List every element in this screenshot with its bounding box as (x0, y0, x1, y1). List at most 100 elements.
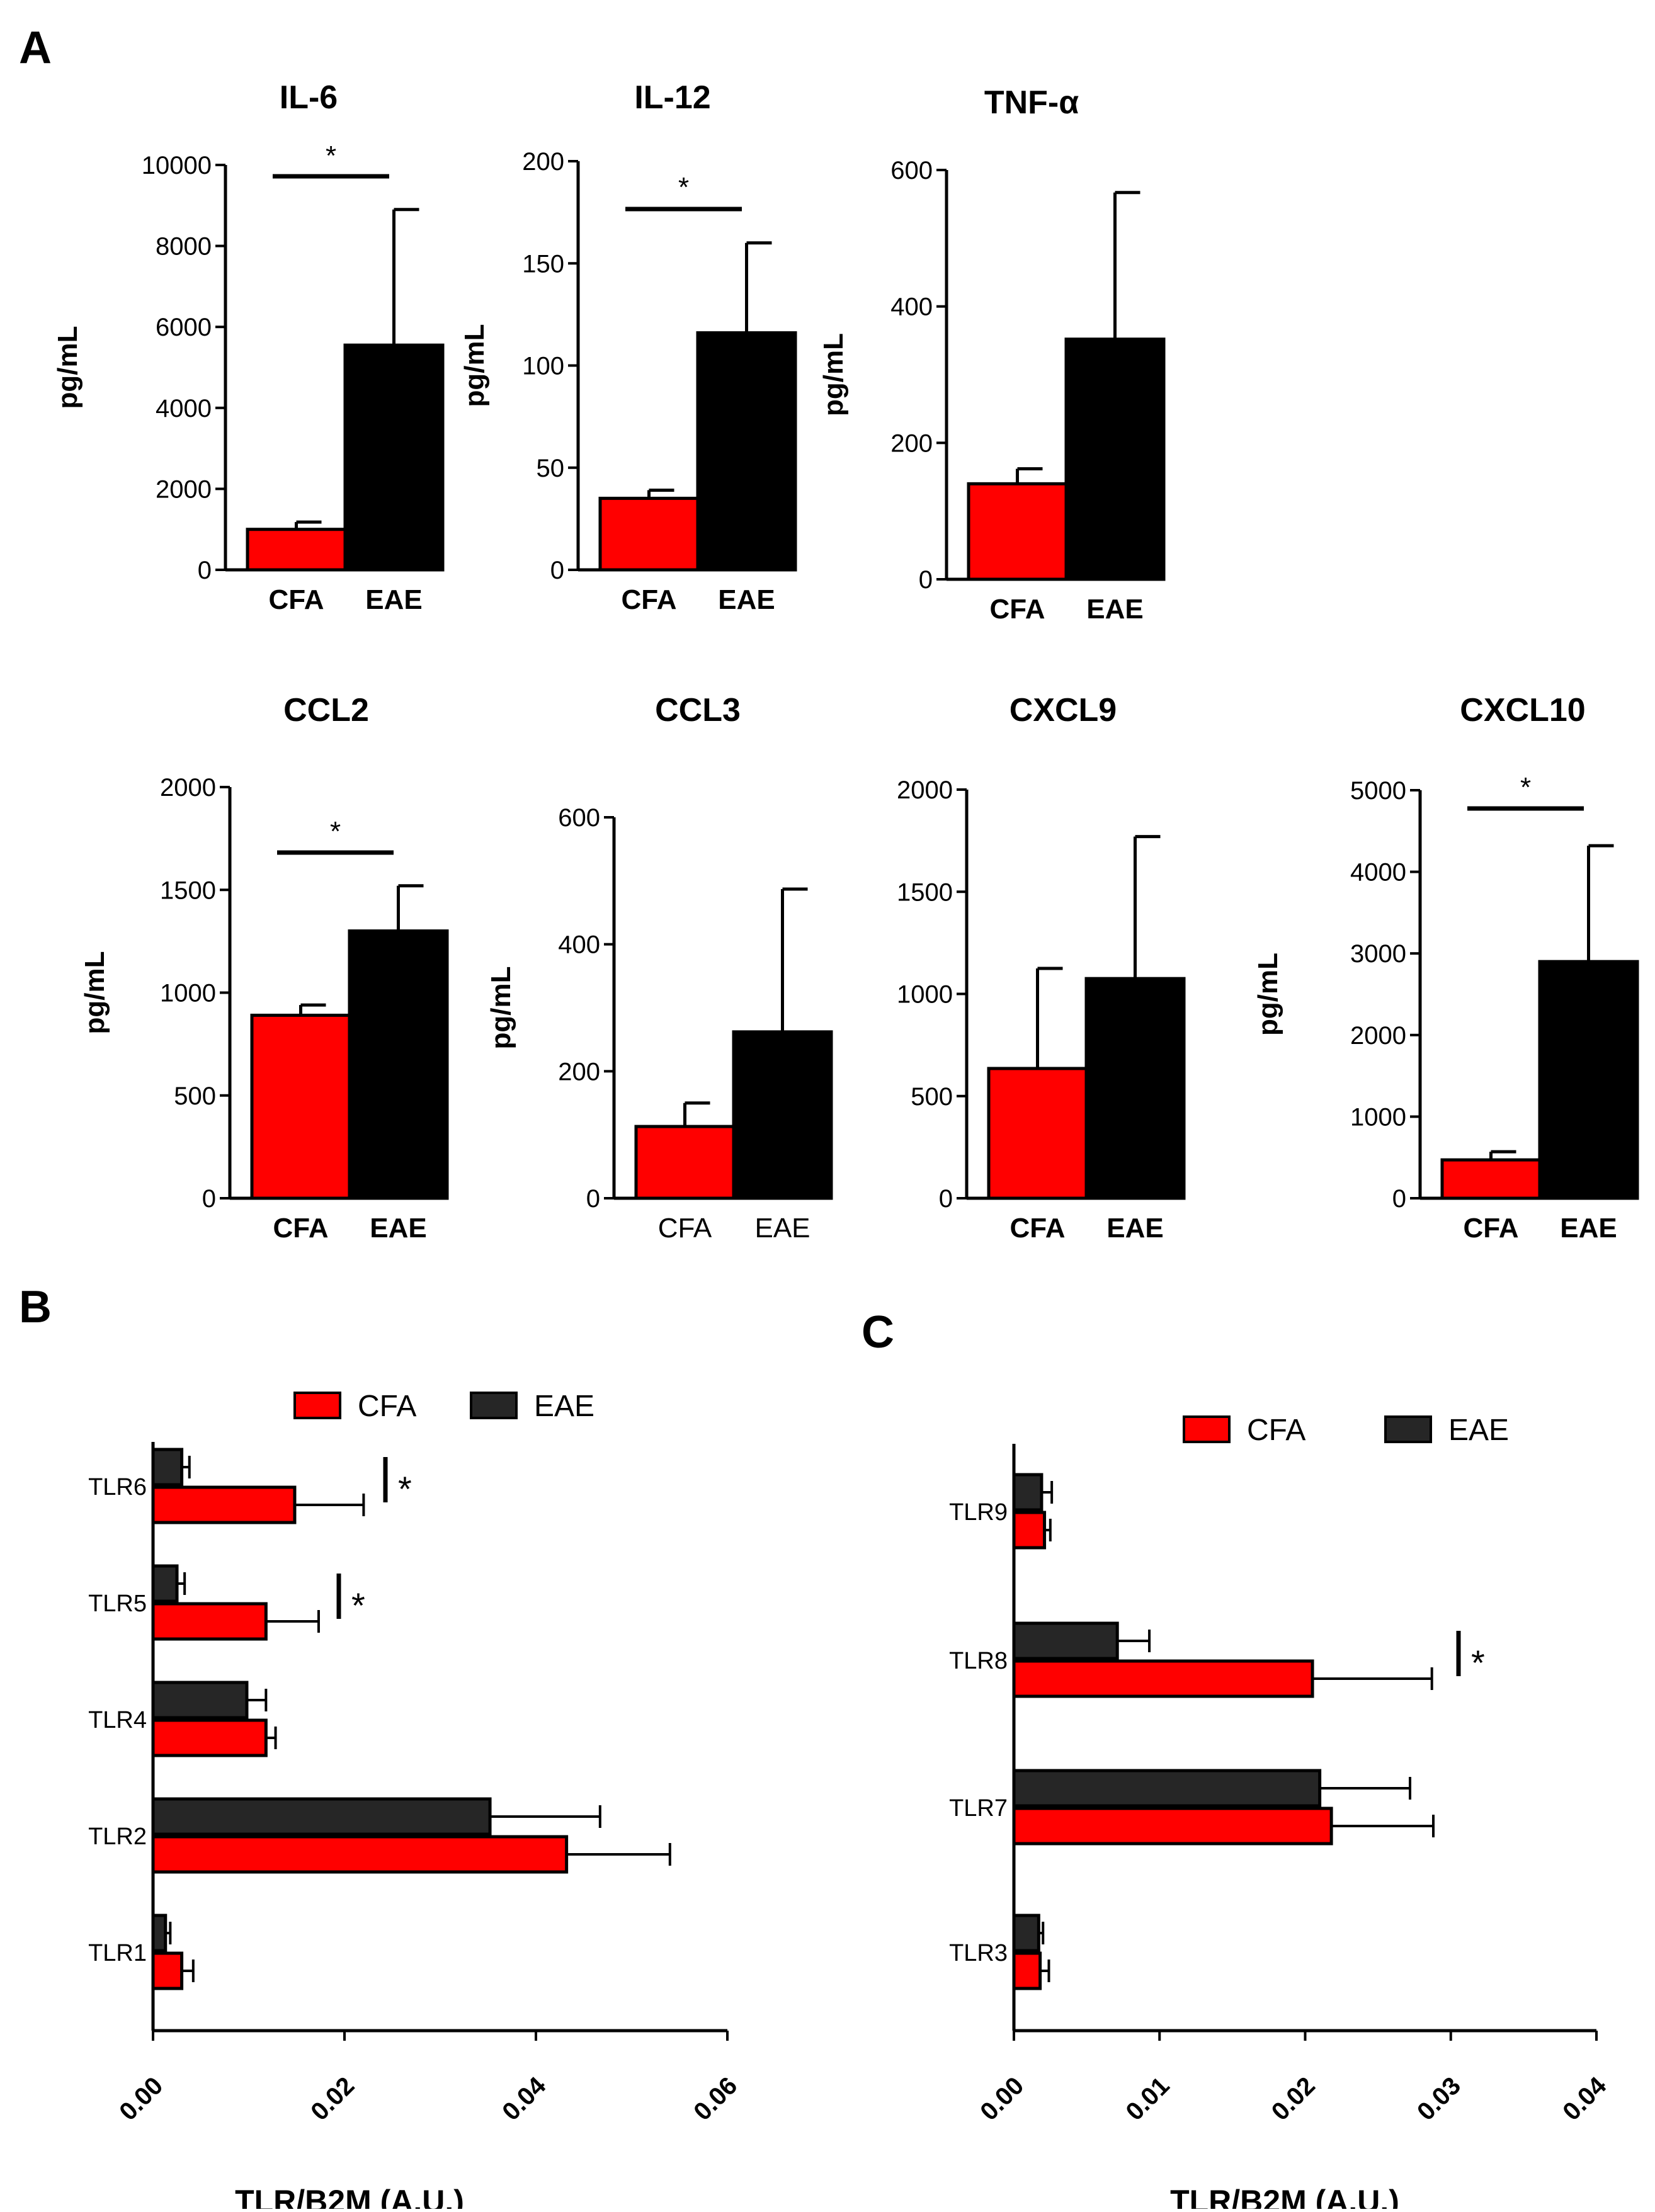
significance-star: * (398, 1469, 412, 1509)
y-tick-label: 1000 (1350, 1103, 1406, 1131)
x-category-label: CFA (273, 1213, 329, 1244)
y-category-label: TLR3 (949, 1940, 1008, 1966)
x-tick-label: 0.00 (975, 2072, 1029, 2126)
x-tick-label: 0.04 (497, 2072, 552, 2126)
significance-star: * (1520, 772, 1531, 803)
y-axis-label: pg/mL (79, 951, 110, 1035)
y-category-label: TLR2 (88, 1823, 147, 1850)
chart-title: CXCL10 (1460, 692, 1585, 729)
bar-tlr6-eae (151, 1448, 184, 1487)
x-category-label: CFA (269, 584, 324, 615)
y-axis-label: pg/mL (52, 326, 83, 409)
y-tick-label: 600 (558, 804, 600, 832)
y-tick-label: 200 (558, 1058, 600, 1086)
panel-label-b: B (19, 1282, 52, 1332)
y-tick-label: 500 (911, 1083, 953, 1111)
chart-ccl3: CCL3 0 200 400 600 pg/mL CFA EAE (486, 692, 833, 1244)
y-tick-label: 2000 (897, 776, 953, 804)
x-category-label: EAE (718, 584, 775, 615)
bar-tlr9-cfa (1012, 1511, 1047, 1550)
y-tick-label: 400 (890, 293, 933, 321)
y-tick-label: 2000 (1350, 1022, 1406, 1050)
y-tick-label: 1500 (160, 876, 216, 904)
chart-il-6: IL-6 0 2000 4000 6000 8000 10000 pg/mL CFA EAE * (52, 79, 445, 615)
x-tick-label: 0.00 (114, 2072, 168, 2126)
y-category-label: TLR1 (88, 1940, 147, 1966)
bar-tlr5-eae (151, 1564, 179, 1603)
chart-panel-c: 0.00 0.01 0.02 0.03 0.04 TLR/B2M (A.U.) CFA EAE… (949, 1414, 1612, 2212)
y-tick-label: 0 (1392, 1185, 1406, 1213)
y-tick-label: 500 (174, 1082, 216, 1110)
y-category-label: TLR6 (88, 1474, 147, 1500)
y-axis-label: pg/mL (459, 324, 490, 407)
x-tick-label: 0.01 (1120, 2072, 1174, 2126)
bar-tlr8-eae (1012, 1621, 1119, 1660)
y-axis-label: pg/mL (818, 333, 849, 416)
y-tick-label: 200 (522, 148, 564, 176)
chart-title: CXCL9 (1009, 692, 1117, 729)
y-category-label: TLR5 (88, 1591, 147, 1617)
x-category-label: EAE (370, 1213, 426, 1244)
x-tick-label: 0.06 (688, 2072, 742, 2126)
x-category-label: EAE (754, 1213, 810, 1244)
chart-title: IL-6 (280, 79, 338, 116)
significance-star: * (326, 140, 336, 171)
bar-tlr9-eae (1012, 1473, 1044, 1512)
x-axis-label: TLR/B2M (A.U.) (1170, 2184, 1399, 2209)
bar-tlr8-cfa (1012, 1659, 1314, 1698)
bar-cfa (1440, 1158, 1542, 1200)
bar-tlr1-cfa (151, 1951, 184, 1990)
legend-label-cfa: CFA (358, 1390, 416, 1423)
y-tick-label: 0 (939, 1185, 953, 1213)
y-tick-label: 3000 (1350, 940, 1406, 968)
chart-panel-b: 0.00 0.02 0.04 0.06 TLR/B2M (A.U.) CFA EAE TLR6… (88, 1390, 742, 2212)
x-category-label: CFA (1010, 1213, 1066, 1244)
y-tick-label: 4000 (1350, 859, 1406, 887)
y-tick-label: 5000 (1350, 777, 1406, 805)
significance-star: * (1471, 1643, 1485, 1682)
x-category-label: EAE (1106, 1213, 1163, 1244)
x-tick-label: 0.02 (305, 2072, 360, 2126)
x-tick-label: 0.03 (1412, 2072, 1466, 2126)
bar-tlr2-eae (151, 1797, 492, 1836)
bar-tlr2-cfa (151, 1835, 569, 1874)
bar-cfa (967, 482, 1068, 581)
legend-label-eae: EAE (1448, 1414, 1509, 1447)
chart-title: CCL3 (655, 692, 741, 729)
bar-tlr4-cfa (151, 1718, 268, 1757)
bar-eae (732, 1030, 833, 1200)
bar-eae (696, 331, 797, 572)
y-tick-label: 4000 (156, 395, 212, 423)
y-tick-label: 8000 (156, 233, 212, 261)
x-tick-label: 0.02 (1266, 2072, 1321, 2126)
y-tick-label: 150 (522, 250, 564, 278)
y-tick-label: 10000 (142, 152, 212, 179)
bar-tlr4-eae (151, 1681, 249, 1720)
x-category-label: CFA (1464, 1213, 1519, 1244)
y-tick-label: 2000 (156, 475, 212, 503)
legend-swatch-eae (470, 1392, 518, 1419)
y-tick-label: 400 (558, 931, 600, 959)
y-tick-label: 1000 (897, 981, 953, 1009)
y-tick-label: 100 (522, 353, 564, 380)
panel-label-c: C (862, 1307, 894, 1358)
x-category-label: CFA (990, 594, 1045, 625)
chart-cxcl10: CXCL10 0 1000 2000 3000 4000 5000 pg/mL CFA EAE * (1253, 692, 1639, 1244)
y-tick-label: 200 (890, 429, 933, 457)
x-axis-label: TLR/B2M (A.U.) (235, 2184, 464, 2209)
chart-title: CCL2 (283, 692, 369, 729)
y-tick-label: 6000 (156, 314, 212, 341)
bar-eae (1538, 960, 1639, 1200)
bar-eae (1084, 977, 1186, 1200)
legend-label-cfa: CFA (1247, 1414, 1305, 1447)
legend-swatch-cfa (293, 1392, 341, 1419)
y-tick-label: 1000 (160, 980, 216, 1007)
significance-star: * (678, 172, 689, 203)
legend-label-eae: EAE (534, 1390, 594, 1423)
chart-ccl2: CCL2 0 500 1000 1500 2000 pg/mL CFA EAE * (79, 692, 449, 1244)
bar-tlr7-eae (1012, 1769, 1322, 1808)
bar-tlr7-cfa (1012, 1806, 1333, 1846)
panel-label-a: A (19, 23, 52, 73)
bar-cfa (634, 1125, 736, 1200)
